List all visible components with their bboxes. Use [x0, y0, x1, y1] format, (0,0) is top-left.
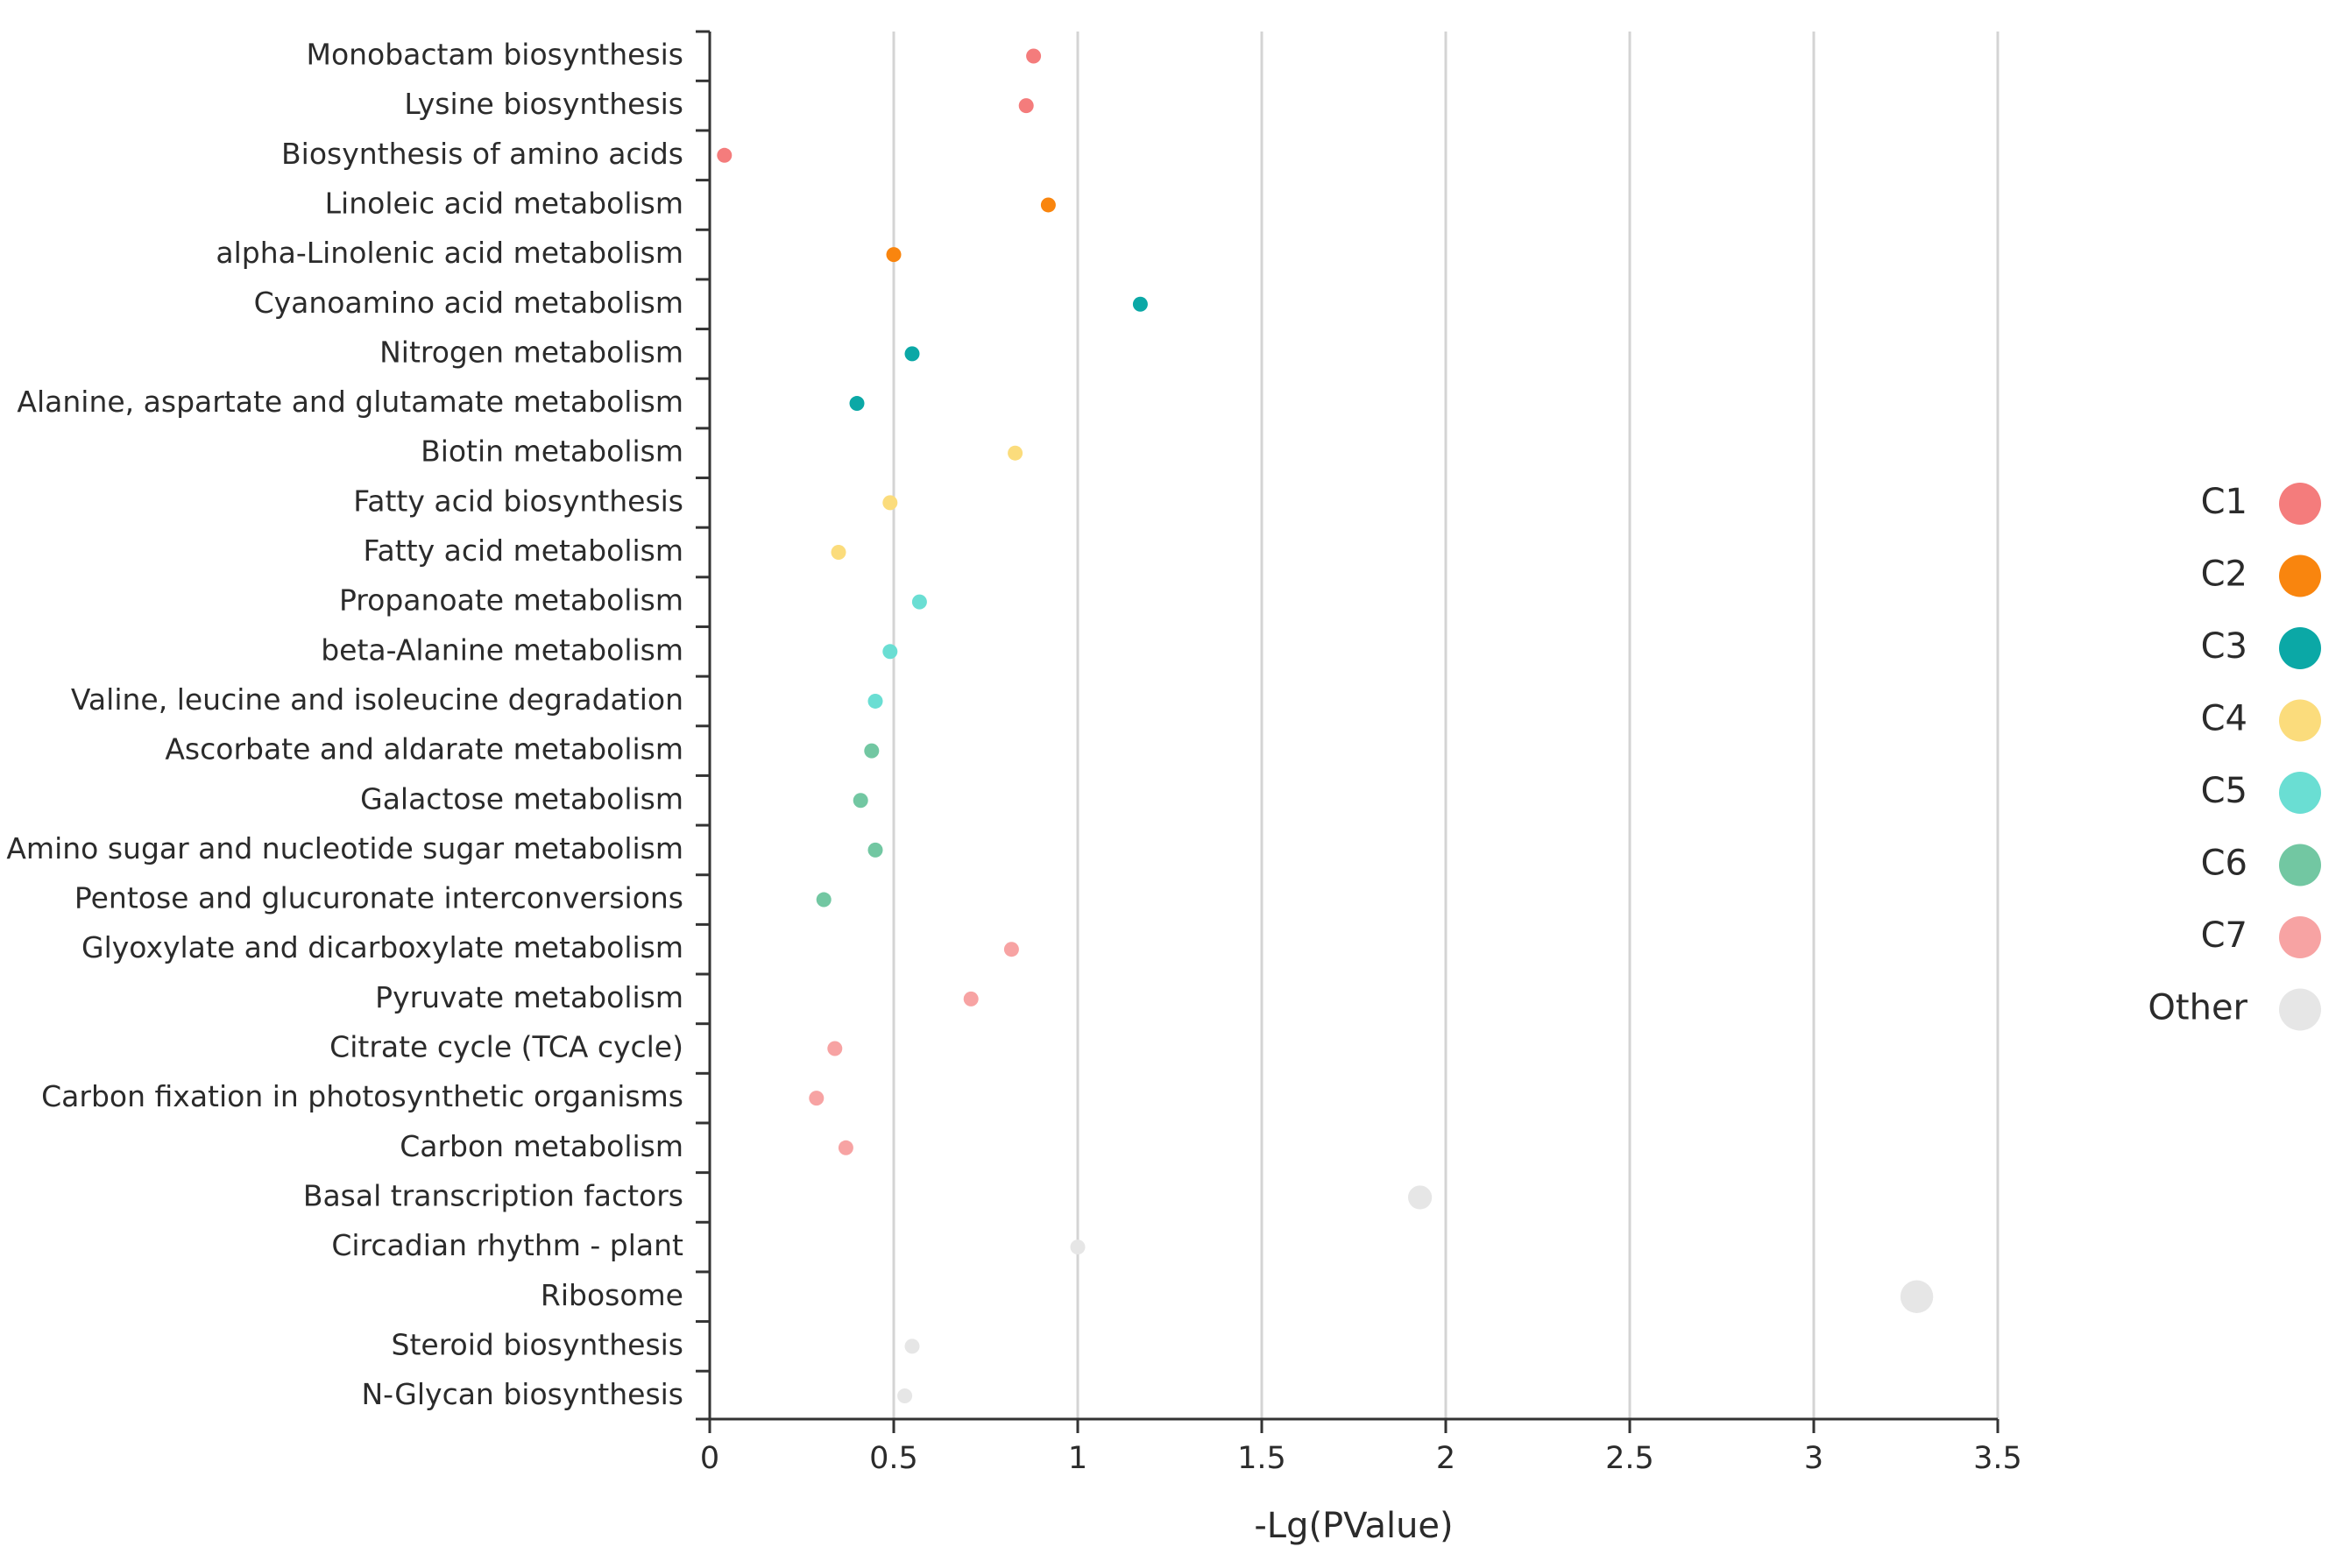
data-point[interactable]	[1003, 942, 1019, 957]
category-label: Ribosome	[541, 1278, 683, 1312]
legend-swatch	[2279, 772, 2321, 814]
legend-swatch	[2279, 627, 2321, 669]
axes	[696, 30, 2000, 1433]
x-tick-label: 0	[700, 1441, 719, 1476]
data-point[interactable]	[1408, 1185, 1433, 1210]
x-tick-label: 3	[1804, 1441, 1823, 1476]
category-label: Amino sugar and nucleotide sugar metabol…	[6, 831, 683, 865]
category-label: Biosynthesis of amino acids	[281, 137, 683, 171]
legend-swatch	[2279, 844, 2321, 886]
legend-label: C6	[2201, 844, 2247, 884]
category-label: Citrate cycle (TCA cycle)	[329, 1030, 683, 1064]
data-point[interactable]	[1070, 1240, 1086, 1255]
data-points	[717, 48, 1934, 1404]
data-point[interactable]	[867, 693, 883, 709]
data-point[interactable]	[1132, 296, 1148, 312]
category-label: Circadian rhythm - plant	[331, 1228, 683, 1262]
category-label: Carbon metabolism	[400, 1129, 683, 1163]
data-point[interactable]	[838, 1140, 853, 1155]
legend-swatch	[2279, 483, 2321, 525]
legend-swatch	[2279, 699, 2321, 742]
data-point[interactable]	[1018, 98, 1034, 114]
legend-swatch	[2279, 988, 2321, 1031]
category-label: Steroid biosynthesis	[392, 1327, 683, 1361]
data-point[interactable]	[882, 495, 898, 511]
category-label: Linoleic acid metabolism	[325, 186, 683, 220]
data-point[interactable]	[827, 1041, 843, 1056]
legend-label: C3	[2201, 626, 2247, 667]
category-label: Propanoate metabolism	[339, 583, 683, 618]
legend-label: C4	[2201, 699, 2247, 739]
category-label: alpha-Linolenic acid metabolism	[216, 236, 683, 270]
data-point[interactable]	[1900, 1280, 1934, 1313]
category-label: N-Glycan biosynthesis	[362, 1377, 684, 1411]
data-point[interactable]	[904, 1338, 920, 1354]
category-label: Biotin metabolism	[421, 434, 683, 469]
grid-lines	[892, 32, 2000, 1419]
category-label: Basal transcription factors	[303, 1178, 683, 1212]
category-labels: Monobactam biosynthesis Lysine biosynthes…	[6, 38, 683, 1412]
data-point[interactable]	[816, 892, 832, 908]
data-point[interactable]	[849, 396, 865, 412]
category-label: beta-Alanine metabolism	[321, 632, 683, 667]
category-label: Fatty acid metabolism	[364, 533, 683, 568]
category-label: Ascorbate and aldarate metabolism	[165, 732, 683, 766]
data-point[interactable]	[864, 743, 880, 759]
legend-label: C1	[2201, 482, 2247, 522]
category-label: Fatty acid biosynthesis	[353, 484, 683, 518]
category-label: Lysine biosynthesis	[404, 87, 683, 121]
x-tick-label: 1	[1068, 1441, 1087, 1476]
category-label: Alanine, aspartate and glutamate metabol…	[17, 385, 683, 419]
x-tick-label: 2	[1436, 1441, 1455, 1476]
category-label: Pentose and glucuronate interconversions	[74, 881, 683, 915]
category-label: Monobactam biosynthesis	[306, 38, 683, 72]
data-point[interactable]	[1026, 48, 1042, 64]
category-label: Carbon fixation in photosynthetic organi…	[41, 1079, 683, 1113]
data-point[interactable]	[853, 793, 868, 809]
x-tick-labels: 0 0.5 1 1.5 2 2.5 3 3.5	[700, 1441, 2022, 1476]
data-point[interactable]	[1040, 197, 1056, 213]
legend-label: C7	[2201, 915, 2247, 956]
x-axis-title: -Lg(PValue)	[1254, 1506, 1453, 1546]
data-point[interactable]	[963, 991, 979, 1006]
data-point[interactable]	[717, 147, 733, 163]
legend-label: C5	[2201, 771, 2247, 811]
x-tick-label: 2.5	[1605, 1441, 1654, 1476]
data-point[interactable]	[911, 594, 927, 610]
data-point[interactable]	[897, 1388, 913, 1404]
data-point[interactable]	[867, 842, 883, 858]
category-label: Cyanoamino acid metabolism	[254, 286, 683, 320]
x-tick-label: 3.5	[1973, 1441, 2022, 1476]
category-label: Pyruvate metabolism	[375, 980, 683, 1014]
data-point[interactable]	[1008, 445, 1023, 461]
data-point[interactable]	[809, 1091, 825, 1106]
legend-label: C2	[2201, 554, 2247, 595]
data-point[interactable]	[904, 346, 920, 362]
data-point[interactable]	[882, 644, 898, 660]
category-label: Glyoxylate and dicarboxylate metabolism	[81, 930, 683, 964]
x-tick-label: 0.5	[869, 1441, 918, 1476]
legend-swatch	[2279, 554, 2321, 597]
category-label: Galactose metabolism	[360, 781, 683, 816]
category-label: Nitrogen metabolism	[379, 335, 683, 369]
data-point[interactable]	[886, 247, 902, 263]
legend-swatch	[2279, 916, 2321, 958]
x-tick-label: 1.5	[1237, 1441, 1286, 1476]
legend-label: Other	[2148, 988, 2247, 1028]
category-label: Valine, leucine and isoleucine degradati…	[71, 682, 683, 717]
data-point[interactable]	[831, 545, 846, 560]
legend: C1 C2 C3 C4 C5 C6 C7 Other	[2148, 482, 2321, 1031]
